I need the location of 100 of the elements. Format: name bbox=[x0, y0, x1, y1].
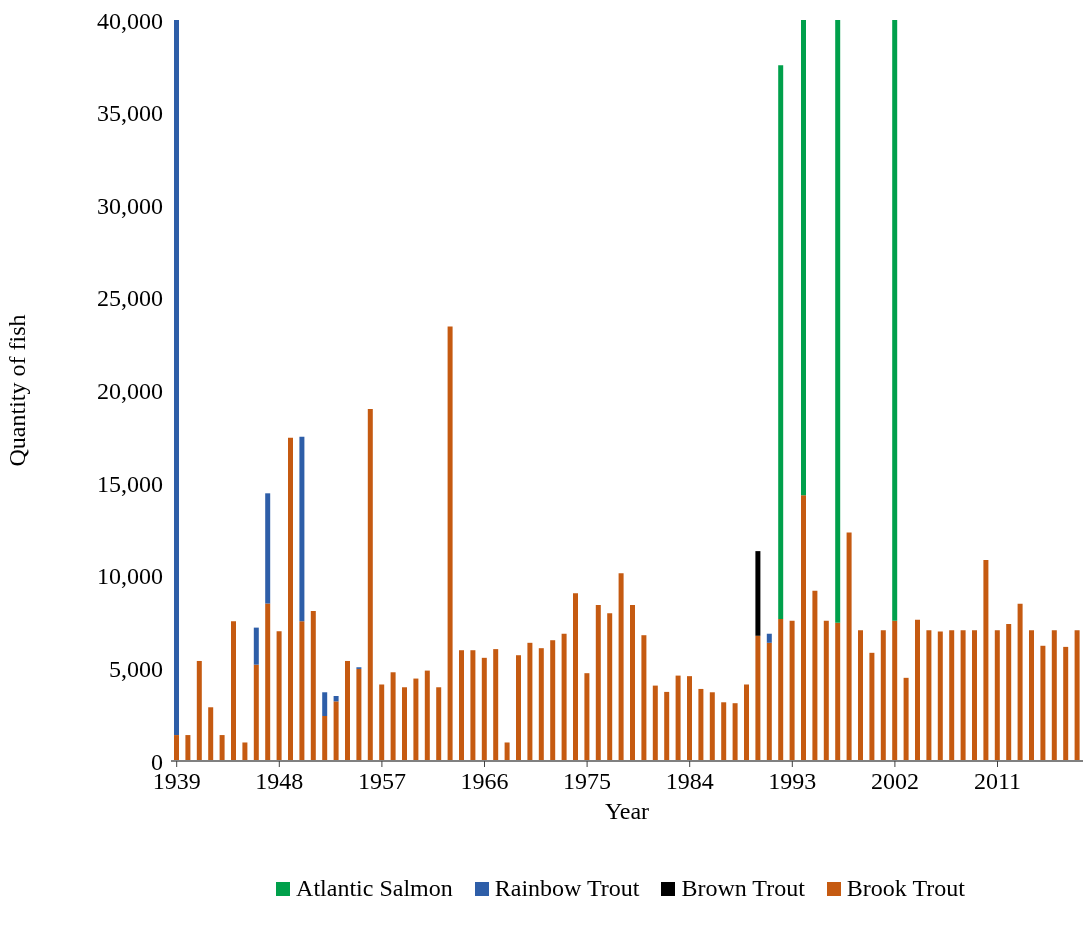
bar bbox=[299, 621, 305, 761]
bar bbox=[630, 605, 635, 761]
bar bbox=[607, 613, 613, 761]
bar bbox=[333, 695, 339, 702]
bar bbox=[322, 692, 328, 716]
bar bbox=[424, 670, 430, 761]
bar bbox=[709, 692, 715, 761]
bar bbox=[915, 619, 920, 761]
bar bbox=[972, 630, 977, 761]
bar bbox=[345, 660, 350, 761]
bar bbox=[573, 593, 578, 761]
x-tick-label: 1975 bbox=[563, 768, 612, 794]
bar bbox=[436, 687, 442, 761]
legend-label: Brown Trout bbox=[681, 875, 805, 902]
bar bbox=[1051, 630, 1057, 761]
bar bbox=[1063, 646, 1069, 761]
bar bbox=[858, 630, 863, 761]
bar bbox=[242, 742, 248, 761]
bar bbox=[835, 20, 841, 623]
bar bbox=[584, 673, 590, 761]
bar bbox=[1074, 630, 1080, 761]
bar bbox=[846, 532, 852, 761]
bar bbox=[470, 650, 476, 761]
y-tick-label: 25,000 bbox=[97, 285, 163, 312]
y-tick-label: 20,000 bbox=[97, 378, 163, 405]
x-axis-title: Year bbox=[604, 798, 650, 824]
bar bbox=[766, 642, 772, 761]
bar bbox=[367, 409, 373, 761]
bar bbox=[755, 635, 761, 761]
bar bbox=[994, 630, 1000, 761]
bar bbox=[516, 655, 521, 761]
bar bbox=[949, 630, 955, 761]
bar bbox=[675, 675, 681, 761]
bar bbox=[253, 627, 259, 665]
bar bbox=[618, 573, 624, 761]
bar bbox=[801, 495, 806, 761]
bar bbox=[835, 622, 841, 761]
bar bbox=[174, 20, 179, 736]
bar bbox=[219, 735, 225, 761]
bar bbox=[1006, 624, 1012, 761]
bar bbox=[322, 715, 328, 761]
bar bbox=[276, 631, 282, 761]
bar bbox=[356, 668, 362, 761]
bar bbox=[823, 620, 829, 761]
bar bbox=[299, 436, 305, 622]
bar bbox=[550, 640, 556, 761]
bar bbox=[527, 642, 533, 761]
bar bbox=[288, 437, 293, 761]
bar bbox=[652, 685, 658, 761]
legend-label: Rainbow Trout bbox=[494, 875, 640, 902]
bar bbox=[755, 551, 761, 636]
bar bbox=[778, 619, 784, 761]
bar bbox=[253, 664, 259, 761]
bar bbox=[744, 684, 749, 761]
x-tick-label: 2002 bbox=[870, 768, 919, 794]
bar bbox=[903, 677, 909, 761]
y-tick-label: 30,000 bbox=[97, 192, 163, 219]
x-tick-label: 2011 bbox=[973, 768, 1022, 794]
bar bbox=[538, 648, 544, 761]
bar bbox=[504, 742, 510, 761]
bar bbox=[595, 605, 601, 761]
bar bbox=[196, 660, 202, 761]
legend-label: Brook Trout bbox=[846, 875, 965, 902]
bar bbox=[413, 678, 419, 761]
bar bbox=[687, 676, 692, 761]
y-tick-label: 40,000 bbox=[97, 7, 163, 34]
bar bbox=[892, 20, 898, 621]
bar bbox=[447, 326, 453, 761]
bar bbox=[333, 701, 339, 761]
y-tick-label: 15,000 bbox=[97, 470, 163, 497]
bar bbox=[1040, 645, 1046, 761]
bar bbox=[265, 603, 271, 761]
bar bbox=[983, 560, 989, 761]
bar bbox=[493, 649, 499, 761]
bar bbox=[641, 635, 647, 761]
y-tick-label: 5,000 bbox=[109, 655, 163, 682]
bar bbox=[481, 657, 487, 761]
bar bbox=[310, 610, 316, 761]
bar bbox=[185, 735, 191, 761]
bar bbox=[937, 631, 943, 761]
bar bbox=[801, 20, 806, 496]
bar bbox=[390, 672, 396, 761]
bar bbox=[1017, 603, 1023, 761]
bar bbox=[208, 707, 214, 761]
bar bbox=[869, 652, 875, 761]
bar bbox=[960, 630, 966, 761]
bar bbox=[732, 703, 738, 761]
y-tick-label: 35,000 bbox=[97, 100, 163, 127]
bar bbox=[778, 65, 784, 620]
bar bbox=[812, 590, 818, 761]
y-tick-label: 10,000 bbox=[97, 563, 163, 590]
bar bbox=[379, 684, 385, 761]
bar bbox=[789, 620, 795, 761]
y-tick-label: 0 bbox=[151, 748, 163, 775]
bar bbox=[1029, 630, 1034, 761]
bar bbox=[926, 630, 932, 761]
bar bbox=[664, 691, 670, 761]
bar bbox=[721, 702, 727, 761]
bar bbox=[766, 633, 772, 643]
bar bbox=[880, 630, 886, 761]
